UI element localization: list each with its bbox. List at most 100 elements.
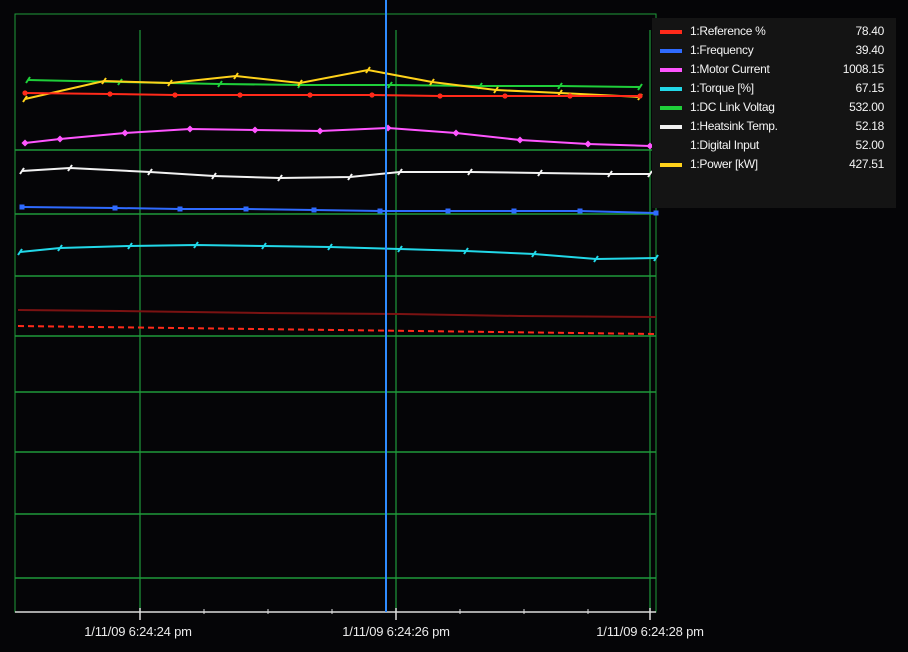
legend-value: 78.40 [855,24,884,38]
data-point [377,208,383,214]
legend-swatch [660,68,682,72]
data-point [243,206,249,212]
data-point [647,170,653,178]
series-reference [24,92,640,97]
data-point [557,82,563,90]
data-point [593,255,599,263]
data-point [653,210,659,216]
data-point [22,95,28,103]
data-point [277,174,283,182]
data-point [637,93,643,99]
data-point [147,168,153,176]
data-point [537,169,543,177]
legend-value: 52.18 [855,119,884,133]
data-point [584,140,592,148]
legend-value: 532.00 [849,100,884,114]
data-point [637,83,643,91]
legend-item-torque[interactable]: 1:Torque [%] 67.15 [652,79,896,99]
data-point [112,205,118,211]
data-point [531,250,537,258]
data-point [307,92,313,98]
data-point [607,170,613,178]
legend-value: 67.15 [855,81,884,95]
legend-label: 1:DC Link Voltag [690,100,775,114]
series-frequency [21,206,657,214]
data-point [101,77,107,85]
legend-item-frequency[interactable]: 1:Frequency 39.40 [652,41,896,61]
data-point [57,244,63,252]
series-heatsink-temp [21,166,650,180]
legend-value: 39.40 [855,43,884,57]
legend-label: 1:Power [kW] [690,157,758,171]
data-point [311,207,317,213]
data-point [186,125,194,133]
data-point [25,76,31,84]
data-point [233,72,239,80]
data-point [107,91,113,97]
legend-item-heatsink-temp[interactable]: 1:Heatsink Temp. 52.18 [652,117,896,137]
data-point [493,86,499,94]
data-point [172,92,178,98]
legend-value: 52.00 [855,138,884,152]
data-point [177,206,183,212]
faint-trace [17,309,657,318]
data-point [567,93,573,99]
data-point [167,79,173,87]
data-point [19,167,25,175]
legend-label: 1:Heatsink Temp. [690,119,778,133]
legend-item-reference[interactable]: 1:Reference % 78.40 [652,22,896,42]
series-power [24,68,641,100]
legend-swatch [660,49,682,53]
data-point [19,204,25,210]
legend-label: 1:Torque [%] [690,81,754,95]
legend-label: 1:Digital Input [690,138,759,152]
data-point [511,208,517,214]
legend-label: 1:Reference % [690,24,766,38]
data-point [452,129,460,137]
data-point [127,242,133,250]
legend-swatch [660,87,682,91]
data-point [21,139,29,147]
data-point [369,92,375,98]
legend-swatch [660,163,682,167]
legend-value: 1008.15 [842,62,885,76]
data-point [121,129,129,137]
data-point [467,168,473,176]
data-point [387,81,393,89]
data-point [193,241,199,249]
legend-item-digital-input[interactable]: 1:Digital Input 52.00 [652,136,896,156]
data-point [397,245,403,253]
data-point [67,164,73,172]
legend-item-power[interactable]: 1:Power [kW] 427.51 [652,155,896,175]
data-point [327,243,333,251]
data-point [217,80,223,88]
x-tick-label: 1/11/09 6:24:28 pm [596,624,704,639]
data-point [211,172,217,180]
data-point [365,66,371,74]
x-tick-label: 1/11/09 6:24:24 pm [84,624,192,639]
data-point [502,93,508,99]
data-point [261,242,267,250]
data-point [397,168,403,176]
legend-label: 1:Motor Current [690,62,770,76]
series-motor-current [24,126,651,147]
legend-swatch [660,125,682,129]
legend-swatch [660,106,682,110]
legend-swatch [660,30,682,34]
legend-item-dc-link-voltage[interactable]: 1:DC Link Voltag 532.00 [652,98,896,118]
series-torque [19,243,657,261]
legend-value: 427.51 [849,157,884,171]
reference-dashed-line [17,325,657,335]
legend-label: 1:Frequency [690,43,754,57]
data-point [577,208,583,214]
data-point [22,90,28,96]
data-point [237,92,243,98]
legend-item-motor-current[interactable]: 1:Motor Current 1008.15 [652,60,896,80]
data-point [56,135,64,143]
data-point [463,247,469,255]
data-point [646,142,654,150]
legend-panel: 1:Reference % 78.40 1:Frequency 39.40 1:… [652,18,896,208]
data-point [347,173,353,181]
